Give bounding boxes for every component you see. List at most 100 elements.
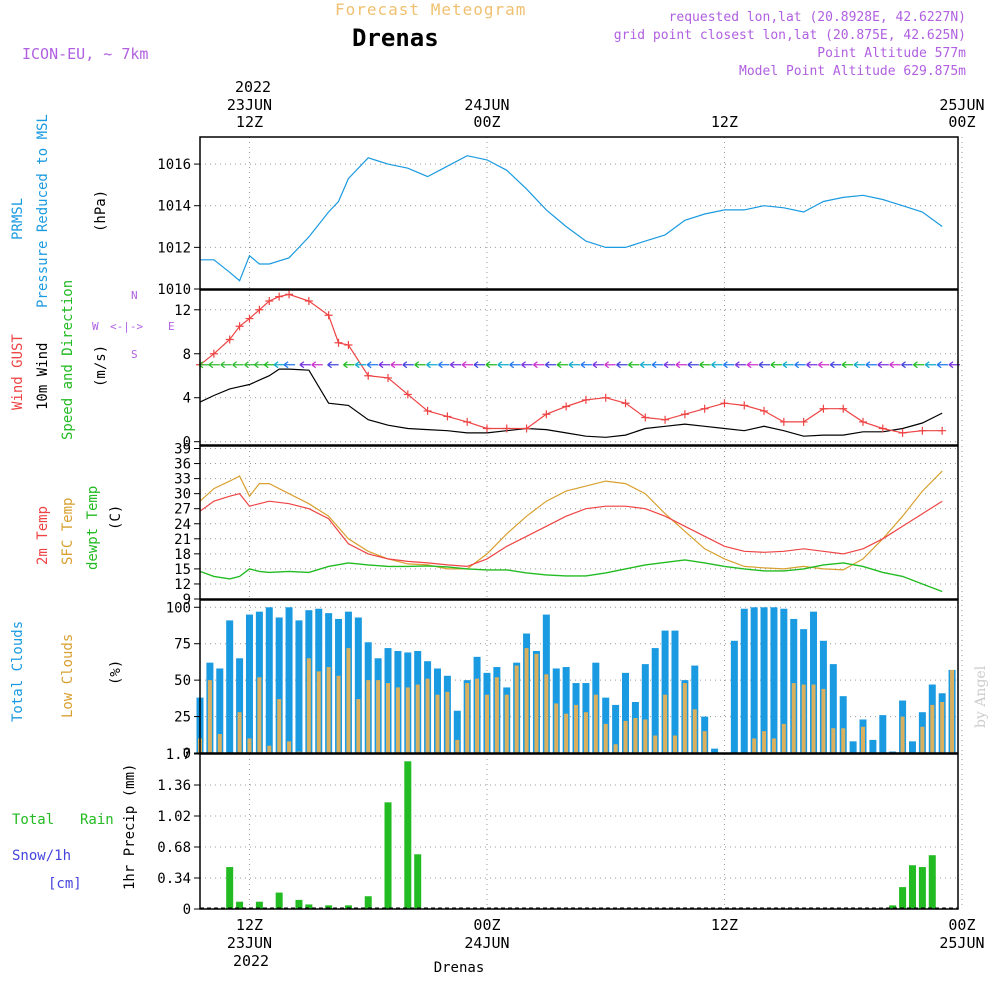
precip-bar <box>364 896 372 909</box>
y-tick-label: 0 <box>183 902 191 918</box>
y-tick-label: 1.02 <box>157 809 191 825</box>
compass-rose: W E N S <-|-> <box>92 289 175 361</box>
y-tick-label: 0.34 <box>157 871 191 887</box>
wind-direction-arrow <box>782 361 794 369</box>
wind-gust-marker <box>760 406 769 415</box>
wind-gust-marker <box>522 424 531 433</box>
low-cloud-bar <box>376 680 381 753</box>
wind-gust-marker <box>502 424 511 433</box>
temp-panel-frame <box>199 445 959 600</box>
precip-bar <box>404 761 412 909</box>
low-cloud-bar <box>791 683 796 753</box>
bottom-year-label: 2022 <box>233 952 269 970</box>
wind-gust-marker <box>938 426 947 435</box>
wind-gust-marker <box>324 311 333 320</box>
low-cloud-bar <box>831 728 836 753</box>
low-cloud-bar <box>504 694 509 753</box>
wind-direction-arrow <box>497 361 509 369</box>
wind-direction-arrow <box>734 361 747 369</box>
wind-direction-arrow <box>841 361 854 369</box>
bottom-location-label: Drenas <box>434 960 485 976</box>
wind-panel-frame <box>199 289 959 446</box>
wind-direction-arrow <box>263 361 276 369</box>
low-cloud-bar <box>484 694 489 753</box>
y-tick-label: 1.7 <box>166 747 191 763</box>
total-cloud-bar <box>869 739 877 753</box>
top-time-label: 12Z <box>236 113 263 131</box>
y-tick-label: 75 <box>174 637 191 653</box>
wind-label-gust: Wind GUST <box>10 334 26 410</box>
y-tick-label: 24 <box>174 517 191 533</box>
wind-direction-arrow <box>438 361 450 369</box>
wind-direction-arrow <box>343 361 355 369</box>
low-cloud-bar <box>752 738 757 753</box>
low-cloud-bar <box>613 744 618 753</box>
low-cloud-bar <box>475 678 480 753</box>
wind-direction-arrow <box>414 361 426 369</box>
low-cloud-bar <box>920 726 925 753</box>
wind-gust-marker <box>839 404 848 413</box>
wind-gust-marker <box>285 290 294 299</box>
compass-w: W <box>92 320 99 333</box>
wind-gust-marker <box>779 417 788 426</box>
low-cloud-bar <box>781 723 786 753</box>
point-altitude: Point Altitude 577m <box>817 46 966 61</box>
y-tick-label: 39 <box>174 442 191 458</box>
wind-direction-arrow <box>675 361 687 369</box>
wind-direction-arrow <box>378 361 391 369</box>
precip-bar <box>255 901 263 909</box>
wind-speed-line <box>199 368 943 438</box>
total-cloud-bar <box>740 608 748 753</box>
compass-e: E <box>168 320 175 333</box>
wind-gust-marker <box>255 305 264 314</box>
wind-direction-arrow <box>283 361 296 369</box>
low-cloud-bar <box>366 680 371 753</box>
pressure-label-unit: (hPa) <box>93 190 109 232</box>
wind-direction-arrow <box>354 361 367 369</box>
precip-bar <box>918 867 926 909</box>
wind-direction-arrow <box>208 361 220 369</box>
low-cloud-bar <box>682 683 687 753</box>
low-cloud-bar <box>257 677 262 753</box>
total-cloud-bar <box>453 710 461 753</box>
total-cloud-bar <box>750 607 758 753</box>
low-cloud-bar <box>801 684 806 753</box>
y-tick-label: 36 <box>174 457 191 473</box>
wind-direction-arrow <box>889 361 901 369</box>
wind-gust-marker <box>482 424 491 433</box>
temp-2m-line <box>199 493 943 568</box>
wind-direction-arrow <box>299 361 311 369</box>
cloud-labels: Total Clouds Low Clouds (%) <box>10 621 124 722</box>
low-cloud-bar <box>534 653 539 753</box>
wind-direction-arrow <box>639 361 652 369</box>
wind-direction-arrow <box>327 361 339 369</box>
wind-direction-arrow <box>544 361 557 369</box>
temp-label-sfc: SFC Temp <box>60 498 76 565</box>
model-point-altitude: Model Point Altitude 629.875m <box>739 64 966 79</box>
wind-direction-arrow <box>366 361 379 369</box>
wind-direction-arrow <box>663 361 676 369</box>
total-cloud-bar <box>622 672 630 753</box>
temp-label-unit: (C) <box>108 505 124 530</box>
wind-gust-marker <box>601 393 610 402</box>
wind-gust-marker <box>700 404 709 413</box>
wind-direction-arrow <box>913 361 925 369</box>
low-cloud-bar <box>306 658 311 753</box>
compass-s: S <box>131 348 138 361</box>
total-cloud-bar <box>265 607 273 753</box>
model-label: ICON-EU, ~ 7km <box>22 45 149 63</box>
wind-direction-arrow <box>711 361 723 369</box>
low-cloud-bar <box>554 703 559 753</box>
wind-direction-arrow <box>449 361 462 369</box>
wind-direction-arrow <box>556 361 569 369</box>
precip-panel-frame <box>199 753 959 910</box>
precip-bar <box>226 867 234 909</box>
wind-direction-arrow <box>220 361 232 369</box>
wind-gust-marker <box>344 340 353 349</box>
low-cloud-bar <box>603 723 608 753</box>
wind-direction-arrow <box>651 361 664 369</box>
top-date-label: 25JUN <box>939 96 984 114</box>
low-cloud-bar <box>346 648 351 753</box>
wind-direction-arrow <box>592 361 604 369</box>
